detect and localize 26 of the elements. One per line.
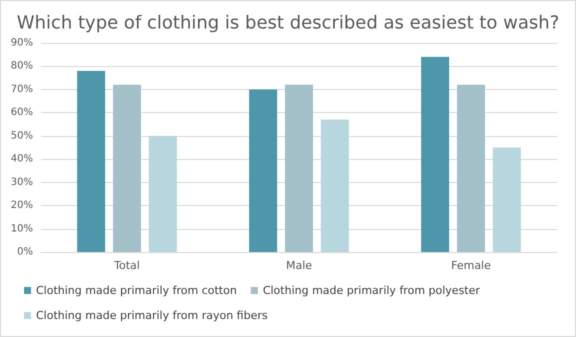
bar: [112, 84, 142, 252]
x-tick-label: Male: [286, 259, 312, 272]
legend-label: Clothing made primarily from polyester: [262, 284, 480, 297]
bar: [148, 136, 177, 252]
bar: [456, 84, 486, 252]
y-tick-label: 0%: [17, 246, 33, 258]
bar: [492, 148, 521, 252]
y-tick-label: 80%: [10, 60, 33, 72]
bar: [421, 56, 450, 252]
x-tick-label: Total: [113, 259, 140, 272]
y-tick-label: 20%: [10, 200, 33, 212]
bar: [320, 120, 349, 252]
y-tick-label: 60%: [10, 107, 33, 118]
y-tick-label: 30%: [10, 176, 33, 188]
y-tick-label: 50%: [10, 130, 33, 142]
legend-label: Clothing made primarily from cotton: [36, 284, 237, 297]
y-tick-label: 90%: [10, 38, 33, 48]
y-tick-label: 70%: [10, 84, 33, 95]
bar: [77, 70, 106, 252]
legend-label: Clothing made primarily from rayon fibers: [36, 309, 268, 322]
chart-title: Which type of clothing is best described as easiest to wash?: [16, 12, 560, 34]
y-tick-label: 40%: [10, 154, 33, 165]
bar: [249, 89, 278, 252]
y-tick-label: 10%: [10, 223, 33, 234]
bar: [284, 84, 314, 252]
x-tick-label: Female: [451, 259, 492, 272]
